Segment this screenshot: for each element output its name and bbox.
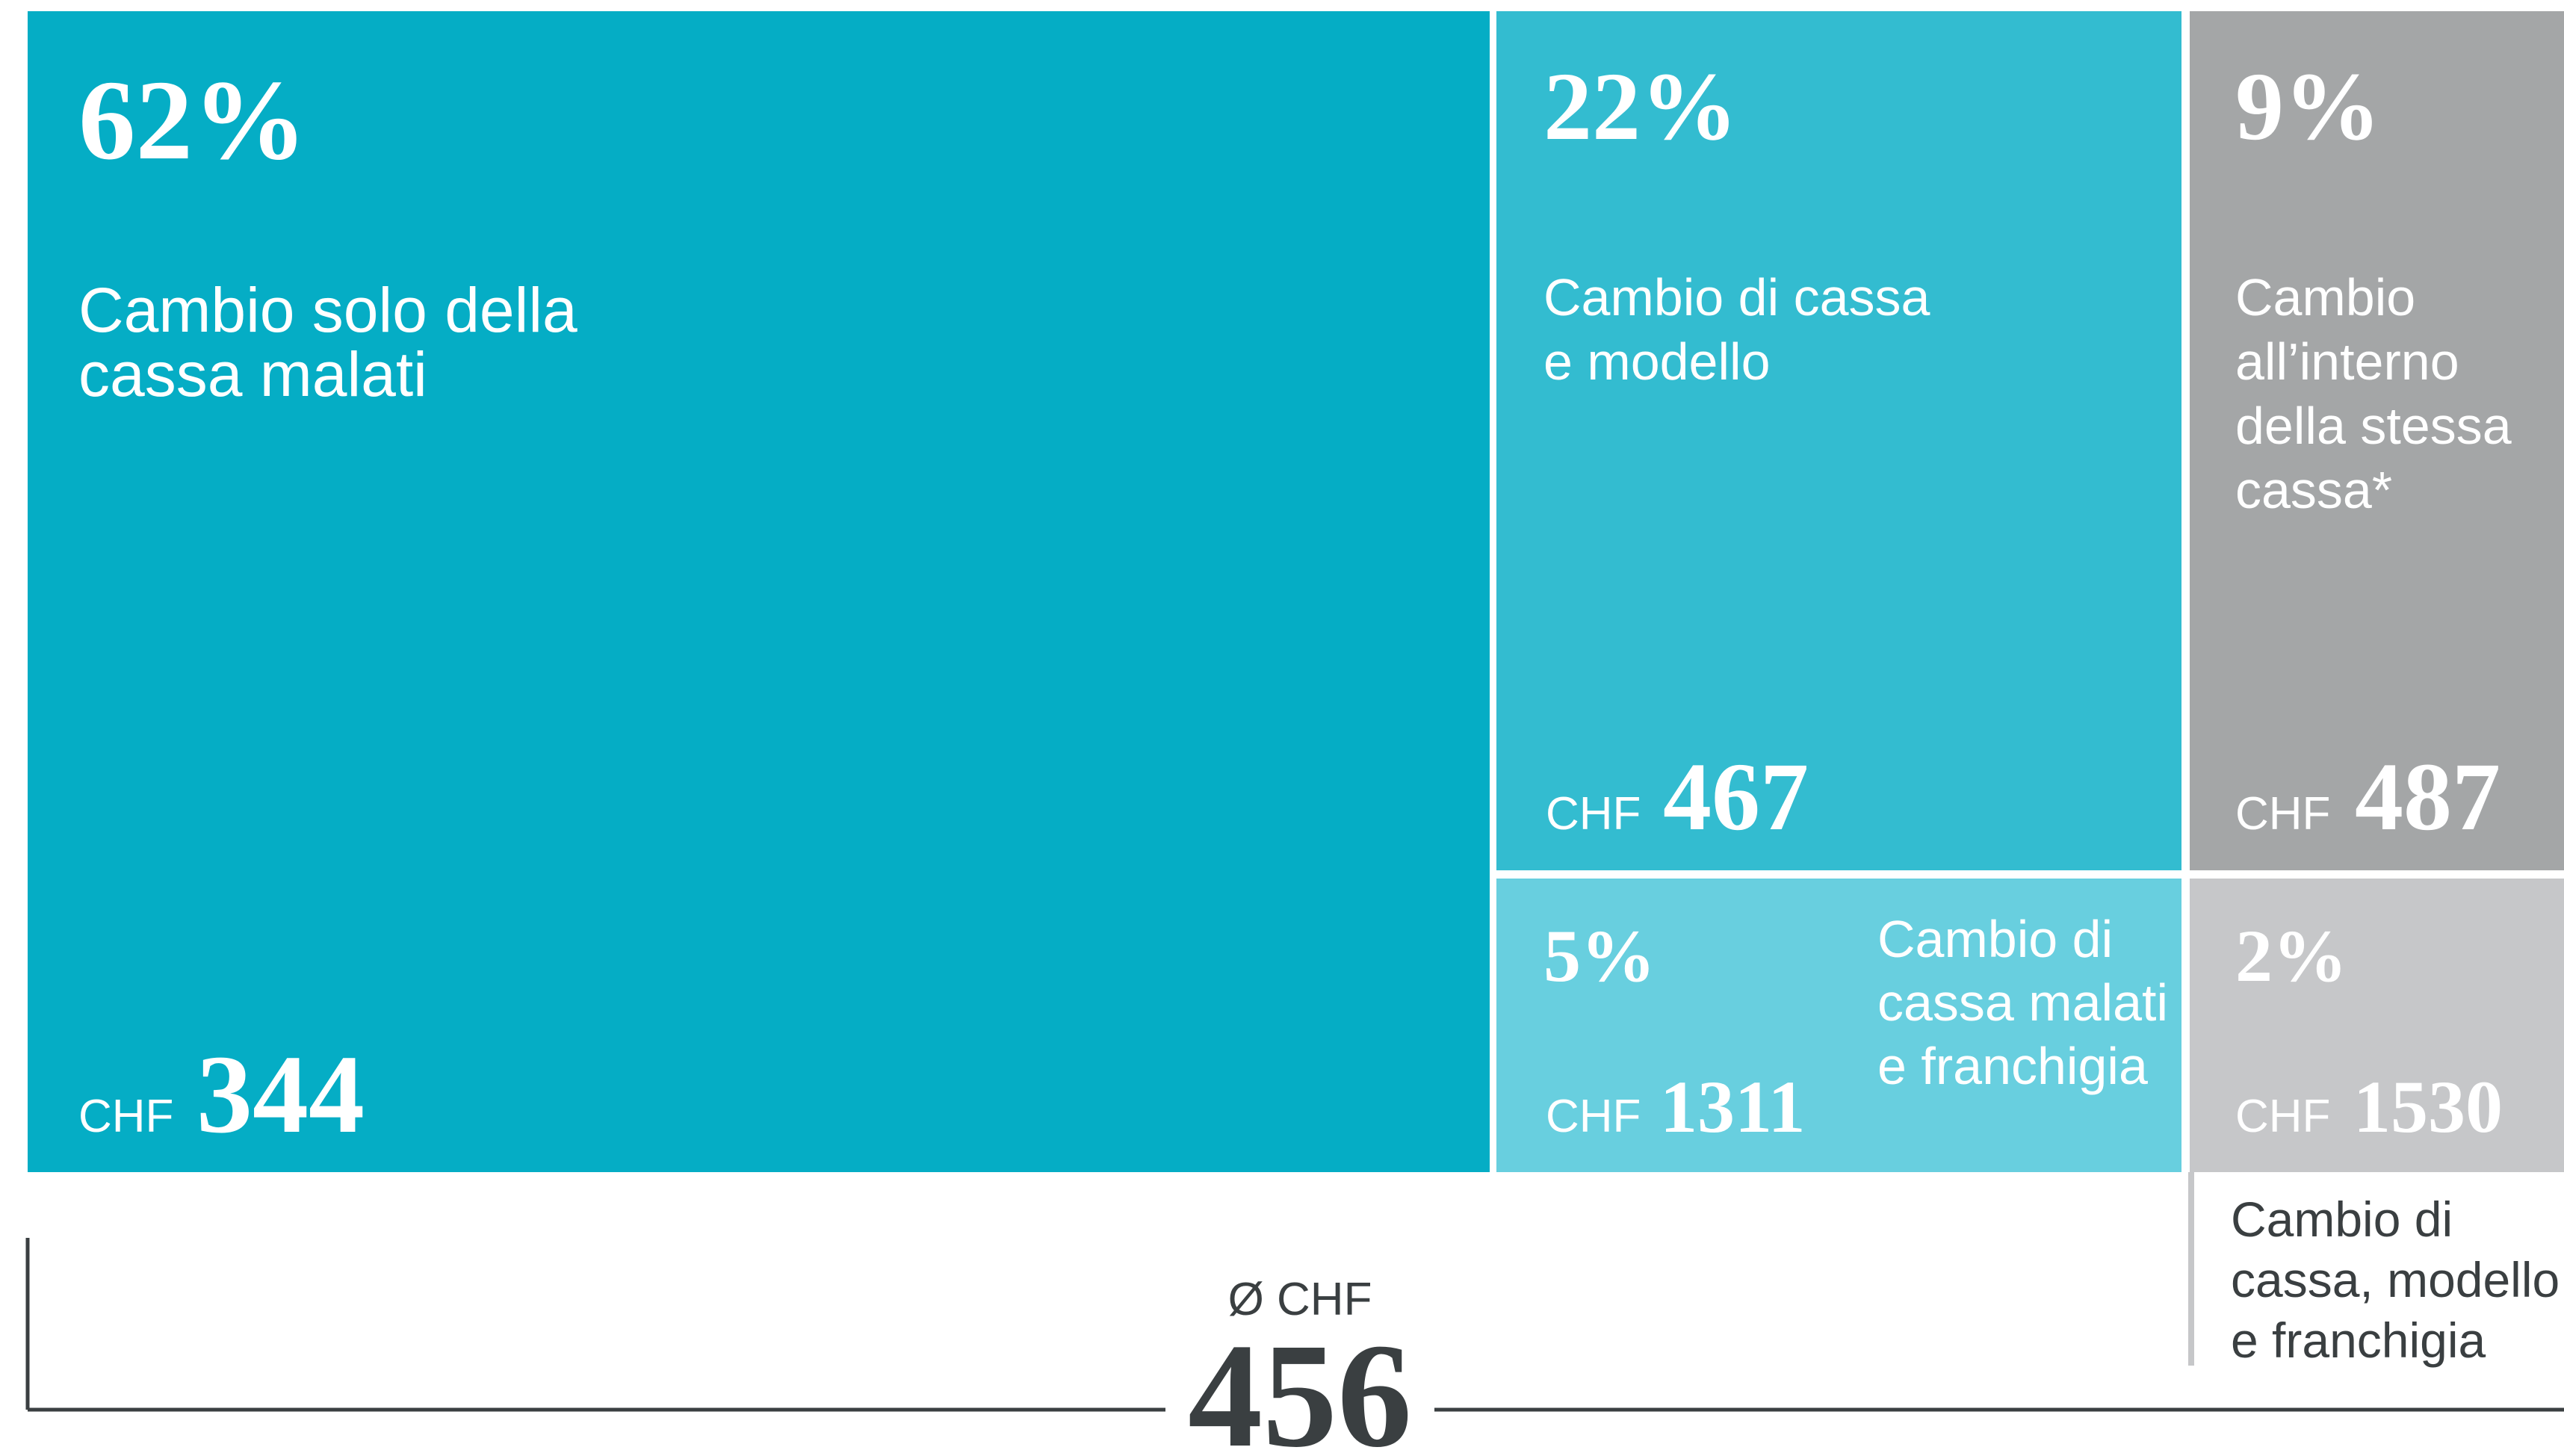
category-label: e modello <box>1543 332 1771 391</box>
share-label: 5% <box>1543 914 1656 997</box>
currency-label: CHF <box>78 1091 173 1142</box>
category-label: e franchigia <box>1877 1037 2148 1095</box>
category-label: Cambio <box>2235 268 2415 326</box>
tile <box>1496 11 2181 870</box>
category-label: e franchigia <box>2231 1313 2486 1368</box>
share-label: 2% <box>2235 914 2347 997</box>
tile <box>1496 879 2181 1172</box>
category-label: cassa malati <box>78 339 427 409</box>
category-label: Cambio di cassa <box>1543 268 1930 326</box>
average-value: 456 <box>1188 1313 1412 1456</box>
category-label: cassa, modello <box>2231 1252 2560 1307</box>
share-label: 22% <box>1543 53 1738 161</box>
amount-label: 487 <box>2355 743 2500 851</box>
category-label: cassa malati <box>1877 973 2168 1032</box>
category-label: Cambio di <box>1877 910 2113 968</box>
share-label: 9% <box>2235 53 2381 161</box>
category-label: Cambio di <box>2231 1192 2453 1247</box>
currency-label: CHF <box>1546 1091 1641 1142</box>
category-label: Cambio solo della <box>78 275 577 345</box>
tile <box>28 11 1490 1172</box>
tile <box>2190 11 2564 870</box>
currency-label: CHF <box>1546 788 1641 840</box>
amount-label: 467 <box>1663 743 1809 851</box>
currency-label: CHF <box>2235 788 2330 840</box>
share-label: 62% <box>78 58 307 184</box>
average-label: Ø CHF <box>1228 1274 1372 1325</box>
category-label: all’interno <box>2235 332 2459 391</box>
category-label: della stessa <box>2235 397 2512 455</box>
amount-label: 1311 <box>1660 1065 1805 1148</box>
category-label: cassa* <box>2235 461 2392 519</box>
amount-label: 344 <box>196 1032 365 1156</box>
tile <box>2190 879 2564 1172</box>
currency-label: CHF <box>2235 1091 2330 1142</box>
amount-label: 1530 <box>2353 1065 2503 1148</box>
